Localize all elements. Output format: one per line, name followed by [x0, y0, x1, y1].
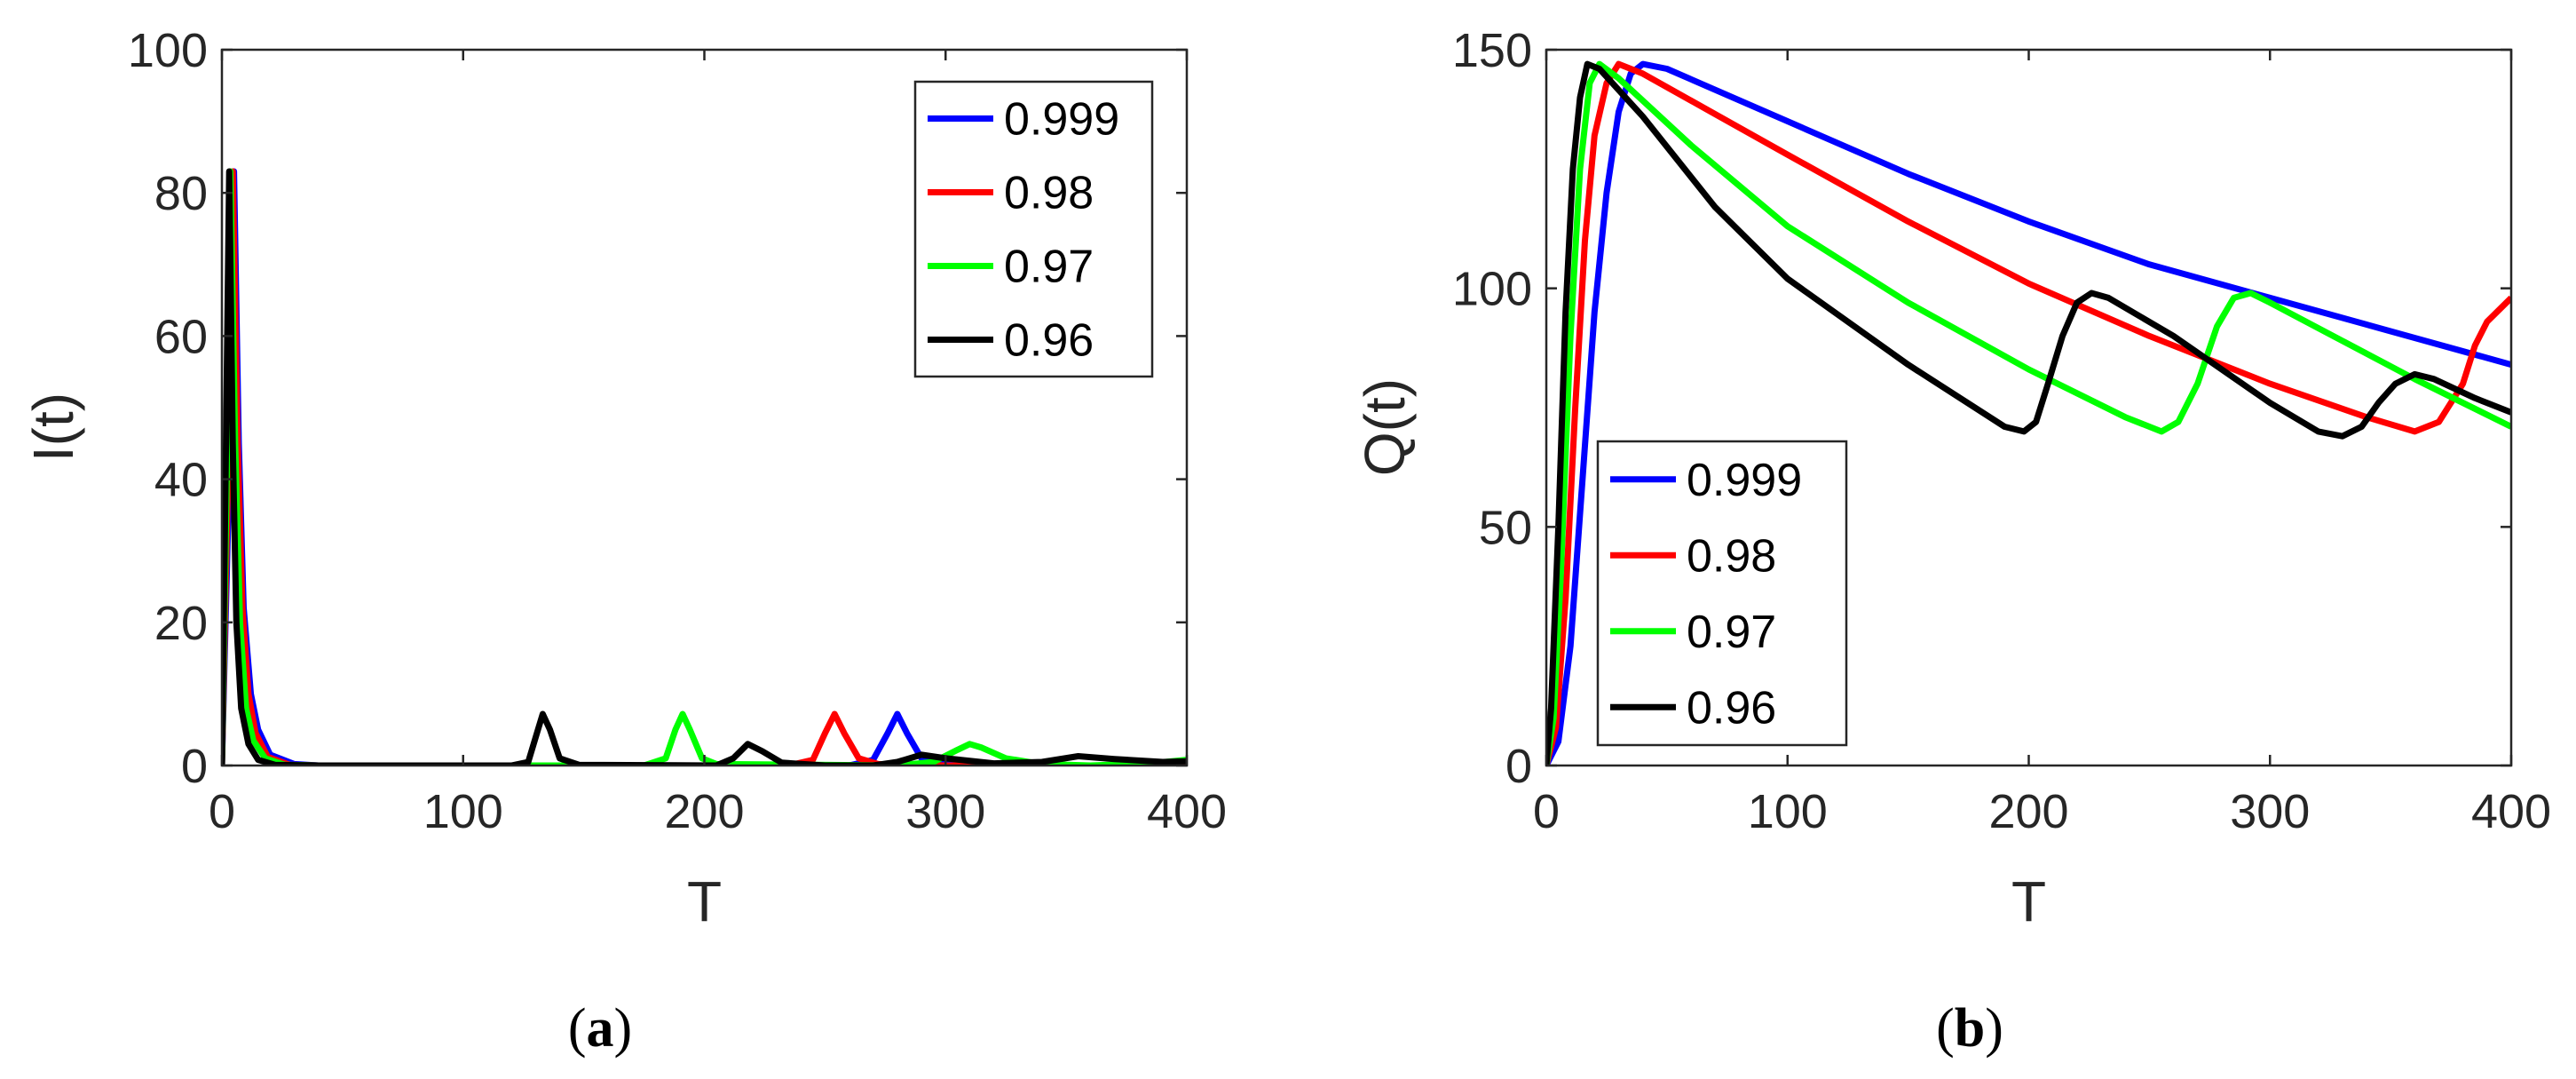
y-axis-label-b: Q(t): [1353, 378, 1417, 476]
y-tick-label-a-3: 60: [154, 310, 208, 363]
caption-a: (a): [568, 998, 632, 1059]
x-axis-label-a: T: [687, 869, 722, 933]
series-line-b-3: [1546, 60, 2511, 766]
y-tick-label-b-0: 0: [1505, 740, 1532, 793]
caption-a-label: a: [587, 998, 614, 1059]
series-line-b-2: [1546, 60, 2511, 766]
x-tick-label-b-0: 0: [1533, 785, 1560, 838]
x-tick-label-b-1: 100: [1748, 785, 1828, 838]
y-tick-label-a-2: 40: [154, 454, 208, 507]
x-tick-label-a-0: 0: [209, 785, 235, 838]
x-tick-label-b-4: 400: [2471, 785, 2551, 838]
y-tick-label-b-1: 50: [1479, 501, 1532, 554]
plot-area-a: [222, 168, 1187, 766]
legend-label-b-2: 0.97: [1687, 607, 1776, 658]
legend-label-a-3: 0.96: [1004, 315, 1094, 367]
legend-label-b-3: 0.96: [1687, 682, 1776, 734]
legend-box-b: [1596, 440, 1848, 747]
y-tick-label-a-4: 80: [154, 167, 208, 220]
x-tick-label-a-3: 300: [905, 785, 985, 838]
series-line-a-2: [222, 168, 1187, 766]
legend-label-a-0: 0.999: [1004, 94, 1119, 146]
legend-label-b-1: 0.98: [1687, 530, 1776, 582]
legend-b: 0.999 0.98 0.97 0.96: [1596, 440, 1848, 747]
legend-label-a-1: 0.98: [1004, 168, 1094, 219]
caption-b: (b): [1936, 998, 2003, 1059]
panel-a-chart: 0 100 200 300 400020406080100TI(t)0.9990.980…: [21, 24, 1227, 933]
x-tick-label-b-3: 300: [2230, 785, 2310, 838]
y-tick-label-a-1: 20: [154, 597, 208, 650]
legend-box-a: [913, 80, 1154, 378]
legend-a: 0.999 0.98 0.97 0.96: [913, 80, 1154, 378]
x-tick-label-a-4: 400: [1147, 785, 1227, 838]
y-tick-label-b-3: 150: [1452, 24, 1532, 77]
plot-area-b: [1546, 60, 2511, 766]
series-line-b-0: [1546, 60, 2511, 766]
caption-b-label: b: [1955, 998, 1985, 1059]
x-tick-label-b-2: 200: [1988, 785, 2068, 838]
legend-label-a-2: 0.97: [1004, 242, 1094, 293]
y-axis-label-a: I(t): [21, 393, 85, 462]
y-tick-label-a-5: 100: [128, 24, 208, 77]
y-tick-label-b-2: 100: [1452, 263, 1532, 316]
legend-label-b-0: 0.999: [1687, 455, 1802, 506]
panel-b-chart: 0 100 200 300 400 0 50 100 150 T Q(t) 0.999 0.98 0.97…: [1353, 24, 2551, 933]
x-axis-label-b: T: [2011, 869, 2046, 933]
x-tick-label-a-2: 200: [664, 785, 744, 838]
x-tick-label-a-1: 100: [423, 785, 503, 838]
y-tick-label-a-0: 0: [181, 740, 208, 793]
